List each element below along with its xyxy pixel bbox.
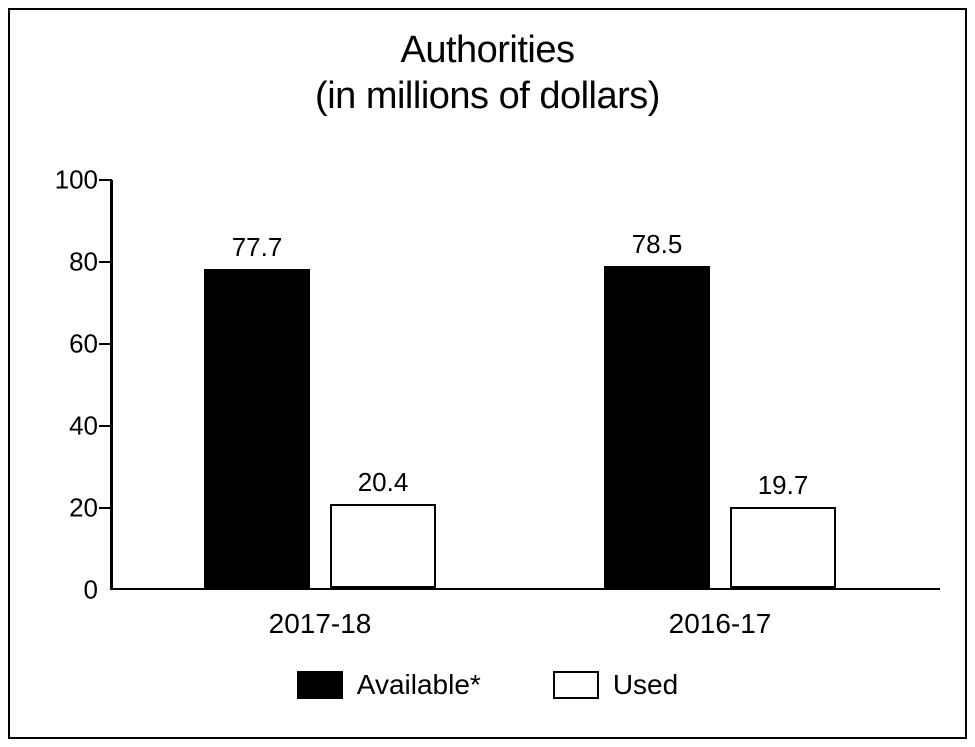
title-line-1: Authorities [10,28,965,74]
legend-item-used: Used [553,669,678,701]
title-line-2: (in millions of dollars) [10,74,965,120]
y-tick [99,261,112,264]
chart-title: Authorities (in millions of dollars) [10,28,965,119]
y-tick-label: 100 [55,165,98,196]
y-tick [99,343,112,346]
bar-used [730,507,836,588]
chart-frame: Authorities (in millions of dollars) 0 20… [8,8,967,739]
y-tick [99,425,112,428]
bar-available [604,266,710,588]
y-tick-label: 80 [69,247,98,278]
category-label: 2017-18 [269,608,372,640]
y-tick-label: 0 [84,575,98,606]
x-axis-line [110,588,940,591]
legend-item-available: Available* [297,669,481,701]
bar-value-label: 20.4 [358,467,409,498]
bar-used [330,504,436,588]
legend-label-used: Used [613,669,678,701]
chart-plot-area: 02040608010077.720.42017-1878.519.72016-… [70,180,940,590]
legend-label-available: Available* [357,669,481,701]
y-tick [99,507,112,510]
y-tick-label: 40 [69,411,98,442]
legend-swatch-used [553,671,599,699]
bar-available [204,269,310,588]
bar-value-label: 78.5 [632,229,683,260]
legend: Available* Used [10,669,965,701]
y-tick-label: 20 [69,493,98,524]
y-axis-line [110,180,113,590]
category-label: 2016-17 [669,608,772,640]
bar-value-label: 19.7 [758,470,809,501]
bar-value-label: 77.7 [232,232,283,263]
y-tick [99,179,112,182]
y-tick-label: 60 [69,329,98,360]
legend-swatch-available [297,671,343,699]
